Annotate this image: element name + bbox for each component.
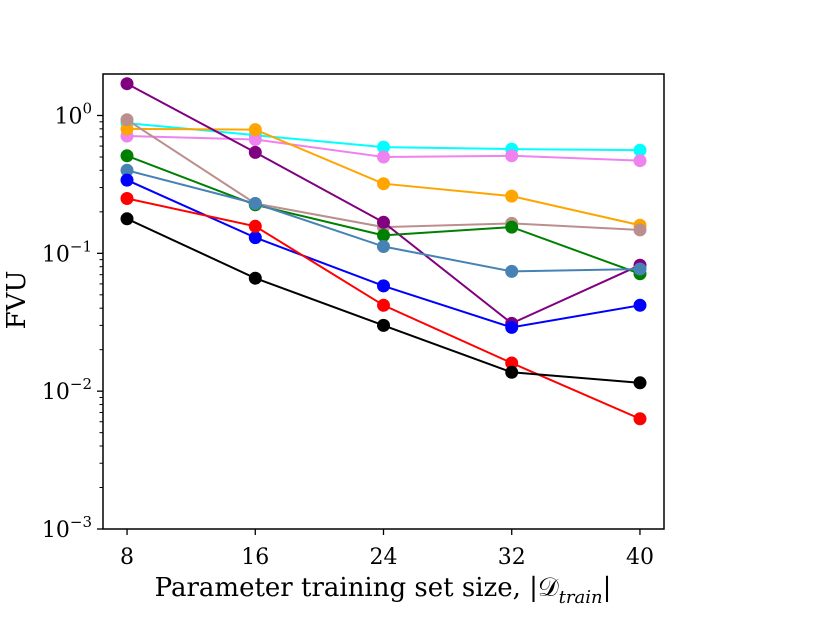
x-tick-label: 16 <box>241 545 269 570</box>
y-tick-label: 100 <box>54 99 92 129</box>
data-point <box>633 143 647 157</box>
x-tick-label: 8 <box>120 545 134 570</box>
series-6 <box>120 163 647 278</box>
data-point <box>633 298 647 312</box>
x-tick-label: 40 <box>626 545 654 570</box>
data-point <box>505 365 519 379</box>
data-point <box>505 264 519 278</box>
data-point <box>248 133 262 146</box>
series-line <box>126 118 641 231</box>
series-9 <box>120 212 647 390</box>
y-tick-label: 10−1 <box>42 237 92 267</box>
data-point <box>248 145 262 159</box>
series-layer <box>120 77 647 426</box>
data-point <box>248 231 262 245</box>
y-tick-label: 10−3 <box>42 513 92 543</box>
data-point <box>633 412 647 426</box>
data-point <box>120 212 134 226</box>
data-point <box>120 113 134 127</box>
data-point <box>377 318 390 332</box>
x-axis-label: Parameter training set size, |𝒟train| <box>155 573 612 608</box>
y-tick-label: 10−2 <box>42 375 92 405</box>
data-point <box>120 173 134 187</box>
data-point <box>633 262 647 276</box>
data-point <box>633 376 647 390</box>
data-point <box>377 279 390 293</box>
data-point <box>505 149 519 163</box>
data-point <box>377 298 390 312</box>
ticks-layer <box>97 114 641 535</box>
data-point <box>120 192 134 205</box>
series-7 <box>120 173 647 334</box>
data-point <box>633 154 647 168</box>
data-point <box>377 228 390 242</box>
data-point <box>505 220 519 234</box>
series-8 <box>120 192 647 426</box>
data-point <box>377 150 390 164</box>
y-axis-label: FVU <box>2 271 32 330</box>
data-point <box>120 122 134 136</box>
data-point <box>505 189 519 203</box>
data-point <box>120 163 134 177</box>
y-tick-labels: 100 10−1 10−2 10−3 <box>42 99 92 543</box>
data-point <box>248 123 262 137</box>
x-tick-label: 24 <box>370 545 398 570</box>
data-point <box>120 149 134 163</box>
data-point <box>505 320 519 334</box>
x-tick-label: 32 <box>498 545 526 570</box>
data-point <box>120 77 134 91</box>
data-point <box>633 223 647 237</box>
data-point <box>377 240 390 253</box>
data-point <box>377 140 390 154</box>
data-point <box>248 271 262 285</box>
data-point <box>505 356 519 370</box>
data-point <box>248 197 262 210</box>
data-point <box>248 219 262 233</box>
data-point <box>377 215 390 229</box>
data-point <box>377 177 390 191</box>
x-tick-labels: 8 16 24 32 40 <box>120 545 654 570</box>
